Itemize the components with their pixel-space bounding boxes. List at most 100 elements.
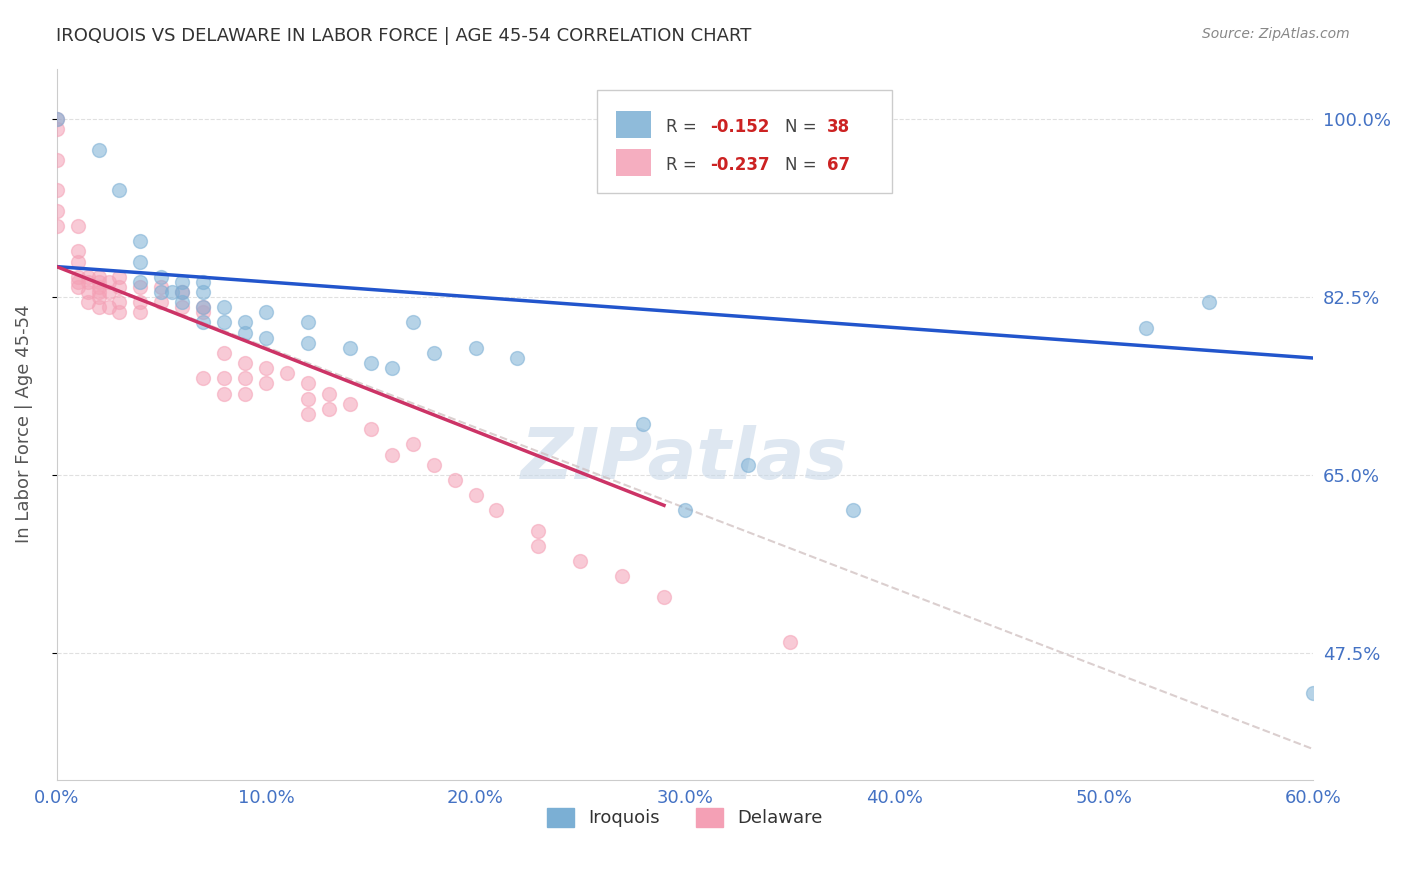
Point bbox=[66, 275, 89, 289]
Point bbox=[360, 356, 382, 370]
Point bbox=[297, 407, 319, 421]
Point bbox=[98, 275, 121, 289]
Point bbox=[87, 275, 110, 289]
Point bbox=[464, 488, 486, 502]
Point bbox=[297, 316, 319, 330]
Point bbox=[129, 234, 152, 248]
Point bbox=[212, 386, 235, 401]
Point bbox=[1302, 686, 1324, 700]
Point bbox=[77, 285, 100, 299]
Point bbox=[673, 503, 696, 517]
Point bbox=[87, 290, 110, 304]
Bar bbox=[616, 149, 651, 176]
Point bbox=[172, 285, 194, 299]
Point bbox=[527, 524, 550, 538]
Point bbox=[87, 280, 110, 294]
Point bbox=[443, 473, 465, 487]
Y-axis label: In Labor Force | Age 45-54: In Labor Force | Age 45-54 bbox=[15, 305, 32, 543]
Point bbox=[339, 341, 361, 355]
Point bbox=[193, 300, 215, 314]
Text: -0.152: -0.152 bbox=[710, 119, 769, 136]
Point bbox=[506, 351, 529, 365]
Point bbox=[254, 361, 277, 376]
Point bbox=[129, 295, 152, 310]
Point bbox=[193, 305, 215, 319]
Point bbox=[652, 590, 675, 604]
Point bbox=[45, 112, 67, 127]
Point bbox=[77, 275, 100, 289]
Point bbox=[737, 458, 759, 472]
Text: R =: R = bbox=[666, 119, 702, 136]
Point bbox=[45, 153, 67, 167]
Point bbox=[212, 300, 235, 314]
Text: N =: N = bbox=[786, 156, 823, 174]
Point bbox=[77, 295, 100, 310]
Point bbox=[108, 269, 131, 284]
Point bbox=[45, 122, 67, 136]
Point bbox=[172, 285, 194, 299]
Point bbox=[233, 356, 256, 370]
Point bbox=[193, 316, 215, 330]
Point bbox=[77, 269, 100, 284]
Point bbox=[233, 316, 256, 330]
Point bbox=[276, 366, 298, 380]
Point bbox=[87, 269, 110, 284]
Point bbox=[402, 437, 425, 451]
Point bbox=[45, 183, 67, 197]
Point bbox=[66, 219, 89, 233]
Point bbox=[1198, 295, 1220, 310]
Point bbox=[297, 335, 319, 350]
Point bbox=[569, 554, 592, 568]
Point bbox=[108, 305, 131, 319]
Point bbox=[66, 254, 89, 268]
FancyBboxPatch shape bbox=[598, 90, 893, 193]
Point bbox=[129, 305, 152, 319]
Text: Source: ZipAtlas.com: Source: ZipAtlas.com bbox=[1202, 27, 1350, 41]
Point bbox=[254, 305, 277, 319]
Point bbox=[422, 458, 444, 472]
Point bbox=[212, 316, 235, 330]
Bar bbox=[616, 112, 651, 138]
Point bbox=[129, 275, 152, 289]
Text: IROQUOIS VS DELAWARE IN LABOR FORCE | AGE 45-54 CORRELATION CHART: IROQUOIS VS DELAWARE IN LABOR FORCE | AG… bbox=[56, 27, 752, 45]
Point bbox=[779, 635, 801, 649]
Point bbox=[87, 300, 110, 314]
Text: R =: R = bbox=[666, 156, 702, 174]
Point bbox=[108, 183, 131, 197]
Point bbox=[45, 219, 67, 233]
Point bbox=[98, 300, 121, 314]
Point bbox=[339, 397, 361, 411]
Point bbox=[841, 503, 863, 517]
Point bbox=[193, 275, 215, 289]
Point bbox=[172, 275, 194, 289]
Text: 67: 67 bbox=[827, 156, 851, 174]
Point bbox=[381, 361, 404, 376]
Point bbox=[318, 401, 340, 416]
Point bbox=[610, 569, 633, 583]
Point bbox=[87, 143, 110, 157]
Point bbox=[172, 295, 194, 310]
Point bbox=[129, 280, 152, 294]
Point bbox=[360, 422, 382, 436]
Point bbox=[172, 300, 194, 314]
Text: 38: 38 bbox=[827, 119, 851, 136]
Point bbox=[1135, 320, 1157, 334]
Legend: Iroquois, Delaware: Iroquois, Delaware bbox=[540, 801, 831, 835]
Point bbox=[108, 280, 131, 294]
Point bbox=[98, 285, 121, 299]
Point bbox=[45, 203, 67, 218]
Point bbox=[318, 386, 340, 401]
Point bbox=[527, 539, 550, 553]
Point bbox=[150, 280, 173, 294]
Point bbox=[631, 417, 654, 431]
Point bbox=[212, 371, 235, 385]
Point bbox=[402, 316, 425, 330]
Point bbox=[150, 269, 173, 284]
Text: N =: N = bbox=[786, 119, 823, 136]
Point bbox=[66, 269, 89, 284]
Point bbox=[108, 295, 131, 310]
Point bbox=[422, 346, 444, 360]
Point bbox=[485, 503, 508, 517]
Point bbox=[45, 112, 67, 127]
Point bbox=[150, 295, 173, 310]
